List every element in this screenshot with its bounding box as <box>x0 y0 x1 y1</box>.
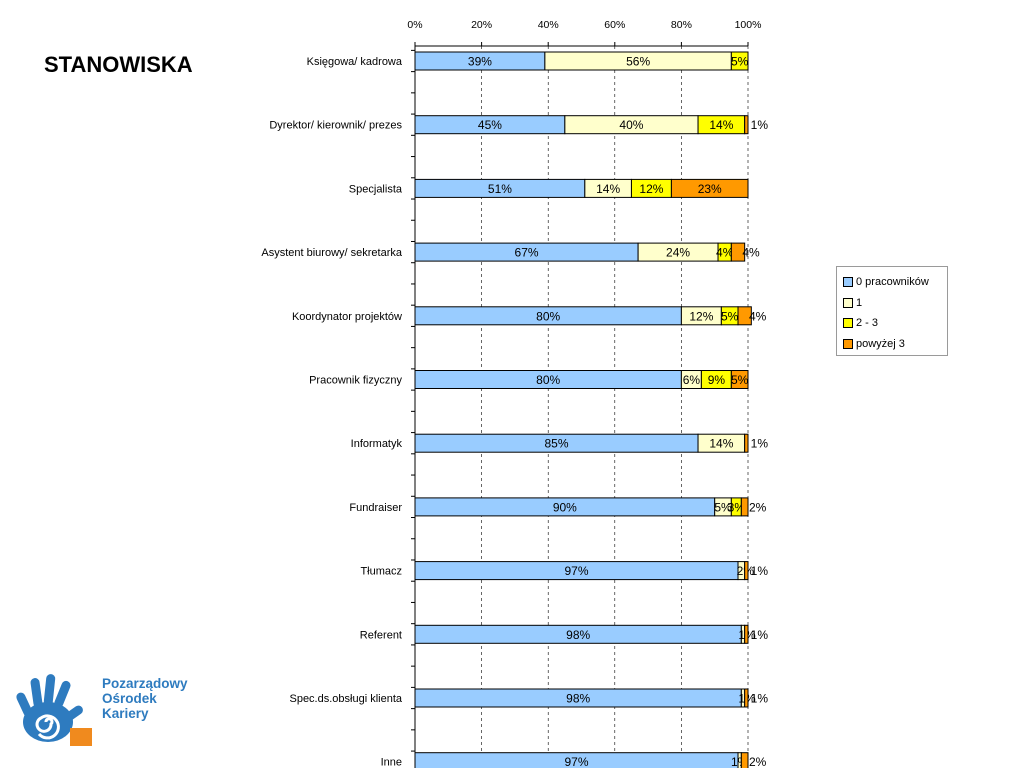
logo-line-2: Ośrodek <box>102 691 157 706</box>
data-label: 98% <box>566 692 590 706</box>
category-label: Tłumacz <box>360 566 402 578</box>
data-label: 4% <box>749 309 767 323</box>
data-label: 97% <box>564 755 588 768</box>
data-label: 12% <box>689 309 713 323</box>
hand-spiral-icon <box>16 674 92 746</box>
x-tick-label: 40% <box>538 19 559 31</box>
category-label: Referent <box>360 629 402 641</box>
data-label: 56% <box>626 55 650 69</box>
logo-line-3: Kariery <box>102 706 149 721</box>
category-label: Fundraiser <box>349 502 402 514</box>
category-label: Informatyk <box>351 438 403 450</box>
x-tick-label: 60% <box>604 19 625 31</box>
data-label: 24% <box>666 246 690 260</box>
data-label: 9% <box>708 373 726 387</box>
x-tick-label: 20% <box>471 19 492 31</box>
data-label: 85% <box>545 437 569 451</box>
page-title: STANOWISKA <box>44 52 193 77</box>
data-label: 12% <box>639 182 663 196</box>
bar-segment <box>744 688 749 708</box>
data-label: 1% <box>751 628 769 642</box>
data-label: 4% <box>742 246 760 260</box>
data-label: 51% <box>488 182 512 196</box>
bar-segment <box>744 115 749 135</box>
data-label: 1% <box>751 692 769 706</box>
bar-segment <box>740 497 749 517</box>
legend-swatch-0 <box>843 277 853 288</box>
legend-item-1: 1 <box>843 293 947 314</box>
logo-line-1: Pozarządowy <box>102 676 188 691</box>
data-label: 40% <box>619 118 643 132</box>
category-label: Spec.ds.obsługi klienta <box>289 693 402 705</box>
data-label: 1% <box>751 564 769 578</box>
legend-swatch-2 <box>843 318 853 329</box>
legend-label-1: 1 <box>856 296 863 309</box>
bar-segment <box>744 561 749 581</box>
bar-segment <box>740 752 749 768</box>
category-label: Koordynator projektów <box>292 311 402 323</box>
data-label: 97% <box>564 564 588 578</box>
bar-segment <box>730 51 749 71</box>
legend-label-0: 0 pracowników <box>856 276 929 289</box>
data-label: 14% <box>596 182 620 196</box>
x-tick-label: 100% <box>735 19 762 31</box>
data-label: 90% <box>553 500 577 514</box>
x-tick-label: 0% <box>407 19 422 31</box>
data-label: 5% <box>721 309 739 323</box>
legend-item-2: 2 - 3 <box>843 313 947 334</box>
data-label: 23% <box>698 182 722 196</box>
chart-legend: 0 pracowników 1 2 - 3 powyżej 3 <box>836 266 948 356</box>
data-label: 2% <box>749 755 767 768</box>
category-label: Dyrektor/ kierownik/ prezes <box>269 120 402 132</box>
data-label: 67% <box>515 246 539 260</box>
bar-segment <box>737 306 752 326</box>
legend-swatch-3 <box>843 338 853 349</box>
data-label: 1% <box>751 118 769 132</box>
bar-segment <box>744 433 749 453</box>
category-label: Inne <box>381 757 402 768</box>
x-tick-label: 80% <box>671 19 692 31</box>
data-label: 80% <box>536 373 560 387</box>
legend-item-3: powyżej 3 <box>843 334 947 355</box>
legend-swatch-1 <box>843 297 853 308</box>
data-label: 6% <box>683 373 701 387</box>
organization-logo: Pozarządowy Ośrodek Kariery <box>14 672 214 752</box>
bar-segment <box>744 624 749 644</box>
category-label: Asystent biurowy/ sekretarka <box>261 247 402 259</box>
data-label: 45% <box>478 118 502 132</box>
data-label: 5% <box>731 55 749 69</box>
bar-segment <box>670 178 749 198</box>
legend-item-0: 0 pracowników <box>843 272 947 293</box>
legend-label-3: powyżej 3 <box>856 337 905 350</box>
category-label: Pracownik fizyczny <box>309 375 402 387</box>
data-label: 2% <box>749 500 767 514</box>
bar-segment <box>730 370 749 389</box>
data-label: 39% <box>468 55 492 69</box>
data-label: 98% <box>566 628 590 642</box>
data-label: 14% <box>709 437 733 451</box>
logo-text: Pozarządowy Ośrodek Kariery <box>102 676 188 721</box>
data-label: 1% <box>751 437 769 451</box>
category-label: Specjalista <box>349 183 403 195</box>
data-label: 4% <box>716 246 734 260</box>
data-label: 80% <box>536 309 560 323</box>
bar-segment <box>730 242 746 262</box>
data-label: 14% <box>709 118 733 132</box>
legend-label-2: 2 - 3 <box>856 317 879 330</box>
data-label: 5% <box>731 373 749 387</box>
data-label: 5% <box>714 500 732 514</box>
category-label: Księgowa/ kadrowa <box>307 56 403 68</box>
